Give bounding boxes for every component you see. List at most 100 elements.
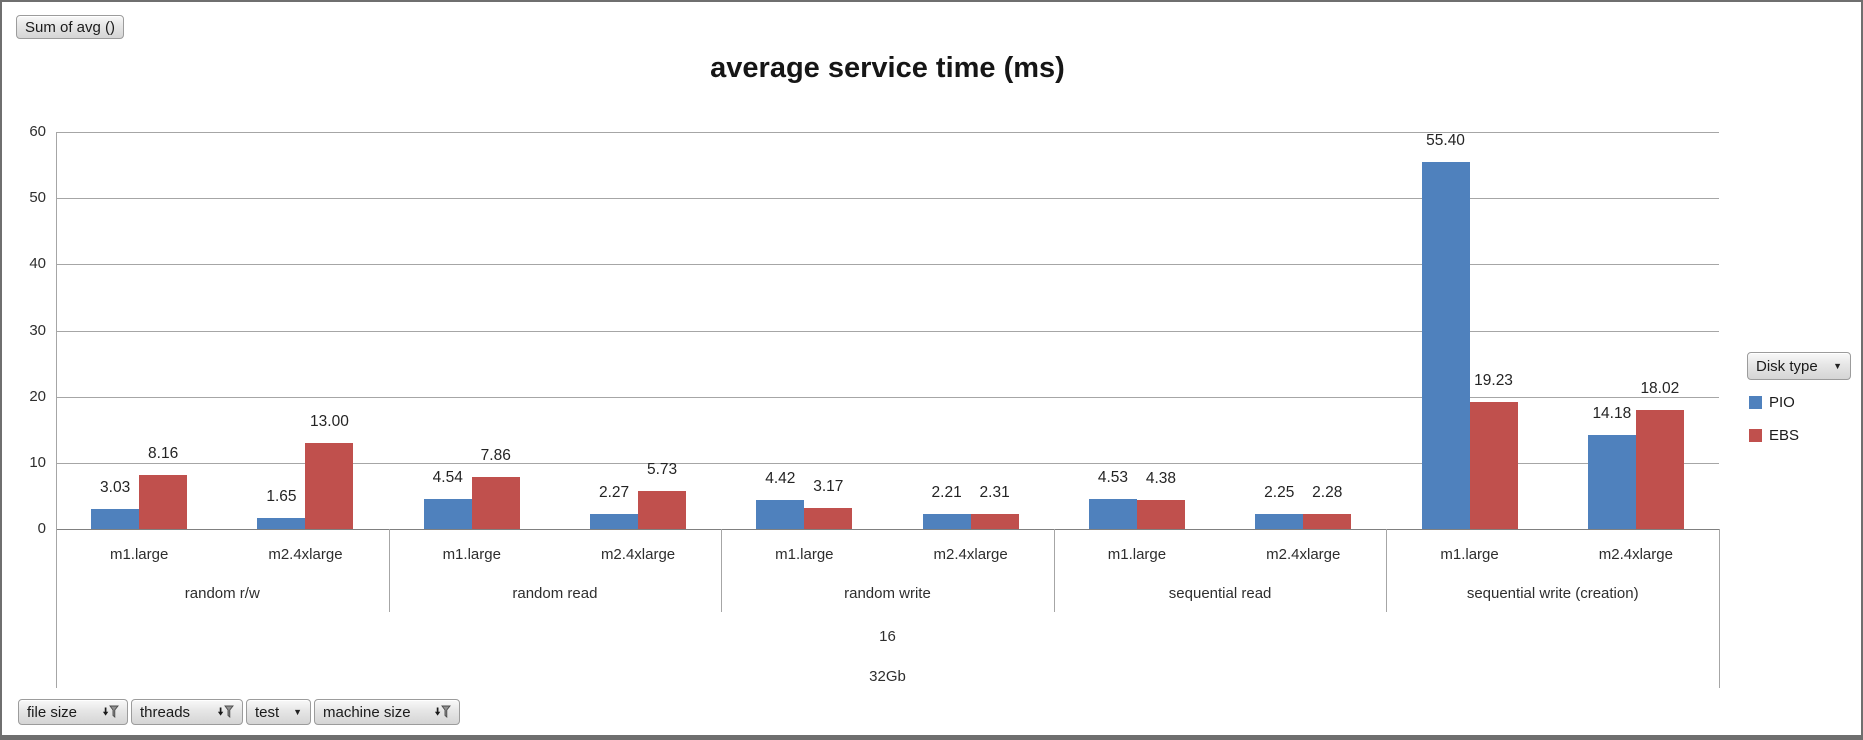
outer-axis-label: 16	[879, 628, 896, 645]
y-axis-line	[56, 132, 57, 688]
bar-pio	[590, 513, 639, 529]
legend-label: EBS	[1769, 427, 1800, 444]
gridline	[56, 264, 1719, 266]
axis-field-button-threads[interactable]: threads	[131, 699, 243, 725]
x-axis-line	[56, 529, 1719, 530]
bar-pio	[1421, 162, 1470, 529]
bar-ebs	[1469, 401, 1518, 529]
bar-ebs	[1136, 500, 1185, 529]
outer-axis-label: 32Gb	[869, 668, 906, 685]
value-label: 8.16	[148, 445, 179, 462]
value-label: 1.65	[266, 488, 297, 506]
y-tick-label: 60	[29, 123, 46, 140]
test-group-label: sequential read	[1168, 585, 1272, 602]
value-field-button[interactable]: Sum of avg ()	[16, 15, 125, 39]
test-group-label: random r/w	[184, 585, 260, 602]
group-separator-line	[1386, 529, 1388, 612]
bar-ebs	[970, 513, 1019, 529]
axis-field-label: machine size	[323, 703, 411, 721]
bar-ebs	[139, 475, 188, 529]
machine-label: m2.4xlarge	[268, 546, 343, 563]
bar-ebs	[1303, 513, 1352, 529]
gridline	[56, 132, 1719, 133]
value-label: 2.31	[979, 483, 1010, 501]
value-label: 4.38	[1145, 470, 1177, 488]
axis-boundary-line	[1719, 529, 1720, 688]
y-tick-label: 30	[29, 321, 46, 339]
group-separator-line	[721, 529, 723, 612]
bar-pio	[423, 498, 472, 529]
machine-label: m1.large	[109, 546, 169, 563]
test-group-label: random write	[844, 585, 931, 602]
machine-label: m2.4xlarge	[1598, 546, 1673, 563]
axis-field-label: test	[255, 703, 280, 721]
value-label: 4.53	[1097, 469, 1129, 487]
axis-field-button-machine-size[interactable]: machine size	[314, 699, 460, 725]
gridline	[56, 462, 1719, 464]
value-label: 7.86	[480, 446, 511, 464]
test-group-label: sequential write (creation)	[1466, 585, 1639, 602]
machine-label: m1.large	[775, 546, 834, 563]
group-separator-line	[1053, 529, 1055, 612]
value-label: 4.54	[432, 468, 463, 486]
bar-ebs	[804, 508, 853, 529]
legend: PIO EBS	[1749, 394, 1799, 460]
axis-field-button-test[interactable]: test ▼	[246, 699, 311, 725]
chart-title: average service time (ms)	[710, 52, 1065, 84]
value-label: 4.42	[765, 469, 796, 487]
group-separator-line	[388, 529, 390, 612]
legend-field-button[interactable]: Disk type ▼	[1747, 352, 1851, 380]
value-label: 18.02	[1640, 379, 1680, 397]
chevron-down-icon: ▼	[1833, 360, 1842, 371]
y-tick-label: 10	[29, 453, 46, 471]
value-label: 3.17	[813, 478, 844, 496]
y-tick-label: 50	[29, 189, 46, 207]
y-tick-label: 40	[29, 255, 46, 273]
filter-funnel-icon	[217, 705, 234, 720]
machine-label: m2.4xlarge	[1266, 546, 1341, 563]
bar-pio	[756, 499, 805, 529]
value-label: 2.21	[931, 484, 962, 502]
bar-ebs	[471, 476, 520, 529]
gridline	[56, 198, 1719, 200]
value-label: 19.23	[1474, 371, 1513, 389]
y-tick-label: 20	[29, 387, 46, 405]
axis-field-label: file size	[27, 703, 78, 721]
axis-field-button-file-size[interactable]: file size	[18, 699, 128, 725]
bar-ebs	[305, 442, 354, 529]
bar-ebs	[638, 491, 687, 529]
test-group-label: random read	[512, 585, 598, 602]
legend-item-ebs: EBS	[1749, 427, 1799, 444]
bar-pio	[1587, 435, 1636, 529]
value-label: 5.73	[646, 461, 678, 479]
gridline	[56, 396, 1719, 398]
filter-funnel-icon	[434, 705, 451, 720]
machine-label: m1.large	[1107, 546, 1167, 563]
filter-funnel-icon	[102, 705, 119, 720]
value-label: 2.28	[1312, 483, 1343, 501]
machine-label: m2.4xlarge	[600, 546, 676, 563]
bar-pio	[257, 518, 306, 529]
bar-pio	[922, 514, 971, 529]
legend-field-label: Disk type	[1756, 357, 1818, 375]
machine-label: m1.large	[442, 546, 501, 563]
bar-pio	[91, 508, 140, 529]
value-label: 14.18	[1592, 405, 1632, 423]
gridline	[56, 330, 1719, 332]
machine-label: m1.large	[1440, 546, 1499, 563]
legend-item-pio: PIO	[1749, 394, 1799, 411]
value-label: 55.40	[1426, 132, 1465, 150]
value-label: 3.03	[100, 478, 131, 496]
legend-swatch-icon	[1749, 429, 1762, 442]
bar-pio	[1255, 514, 1304, 529]
bar-ebs	[1635, 409, 1684, 529]
axis-filter-bar: file size threads test ▼ machine size	[18, 699, 460, 725]
value-label: 2.27	[598, 483, 630, 501]
legend-label: PIO	[1769, 394, 1795, 411]
machine-label: m2.4xlarge	[933, 546, 1008, 563]
axis-field-label: threads	[140, 703, 191, 721]
y-tick-label: 0	[37, 520, 46, 537]
legend-swatch-icon	[1749, 396, 1762, 409]
